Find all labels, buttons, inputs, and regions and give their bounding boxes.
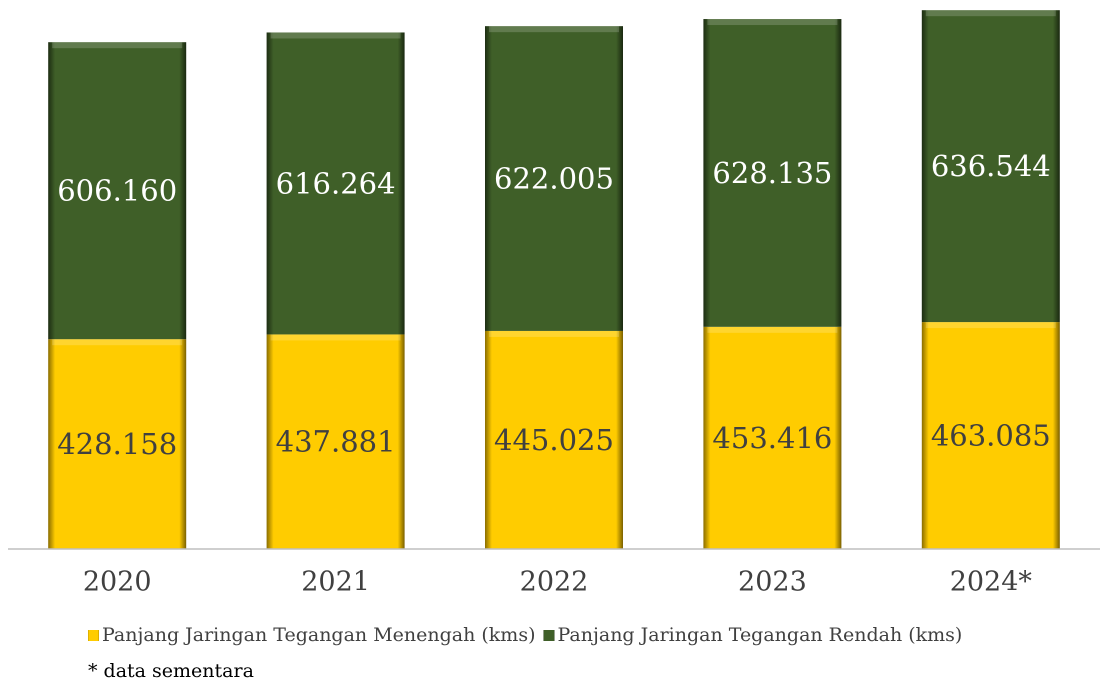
legend-swatch: [543, 630, 555, 641]
footnote: * data sementara: [88, 660, 254, 682]
bar-segment: [921, 322, 1060, 549]
value-label: 437.881: [276, 425, 396, 459]
value-label: 628.135: [712, 156, 832, 190]
legend-label: Panjang Jaringan Tegangan Menengah (kms): [102, 624, 535, 646]
bar-bevel: [52, 339, 183, 346]
bar-bevel: [489, 26, 619, 33]
x-tick-label: 2020: [83, 567, 152, 598]
x-tick-label: 2024*: [950, 567, 1033, 598]
value-label: 616.264: [276, 166, 396, 200]
value-label: 453.416: [712, 421, 832, 455]
value-label: 622.005: [494, 162, 614, 196]
bar-segment: [266, 32, 405, 335]
value-label: 606.160: [57, 174, 177, 208]
bar-segment: [921, 10, 1060, 323]
bar-bevel: [489, 330, 619, 337]
bar-segment: [48, 339, 187, 549]
bar-bevel: [270, 334, 401, 341]
value-label: 428.158: [57, 427, 177, 461]
value-label: 445.025: [494, 423, 614, 457]
bar-segment: [703, 19, 842, 327]
x-tick-label: 2022: [520, 567, 589, 598]
bar-bevel: [925, 10, 1056, 17]
bar-segment: [703, 326, 842, 549]
value-label: 463.085: [931, 419, 1051, 453]
bar-bevel: [707, 19, 838, 26]
legend-label: Panjang Jaringan Tegangan Rendah (kms): [557, 624, 962, 646]
bar-segment: [48, 42, 187, 340]
value-label: 636.544: [931, 149, 1051, 183]
legend-swatch: [88, 630, 99, 641]
x-tick-label: 2021: [301, 567, 370, 598]
bar-segment: [266, 334, 405, 549]
bar-bevel: [707, 326, 838, 333]
bar-segment: [485, 330, 623, 549]
bar-bevel: [52, 42, 183, 49]
bar-bevel: [270, 32, 401, 39]
bar-segment: [485, 26, 623, 331]
bar-bevel: [925, 322, 1056, 329]
x-tick-label: 2023: [738, 567, 807, 598]
